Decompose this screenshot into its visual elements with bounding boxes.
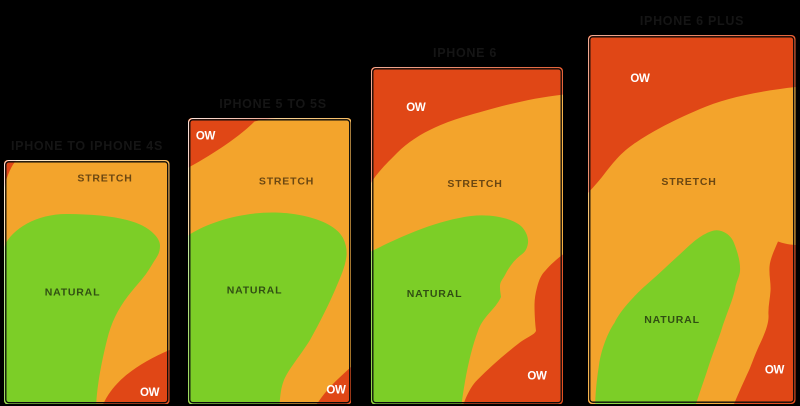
svg-text:OW: OW xyxy=(326,384,346,396)
svg-text:NATURAL: NATURAL xyxy=(644,314,700,326)
svg-text:STRETCH: STRETCH xyxy=(258,175,313,187)
svg-text:STRETCH: STRETCH xyxy=(661,176,716,188)
svg-text:OW: OW xyxy=(140,387,160,399)
svg-text:OW: OW xyxy=(765,365,785,377)
svg-text:OW: OW xyxy=(406,102,426,114)
svg-text:OW: OW xyxy=(195,130,215,142)
svg-text:NATURAL: NATURAL xyxy=(226,284,282,296)
svg-text:OW: OW xyxy=(527,370,547,382)
svg-text:NATURAL: NATURAL xyxy=(407,288,463,300)
svg-text:NATURAL: NATURAL xyxy=(45,286,101,298)
svg-text:STRETCH: STRETCH xyxy=(77,172,132,184)
svg-text:OW: OW xyxy=(630,73,650,85)
svg-text:STRETCH: STRETCH xyxy=(447,178,502,190)
